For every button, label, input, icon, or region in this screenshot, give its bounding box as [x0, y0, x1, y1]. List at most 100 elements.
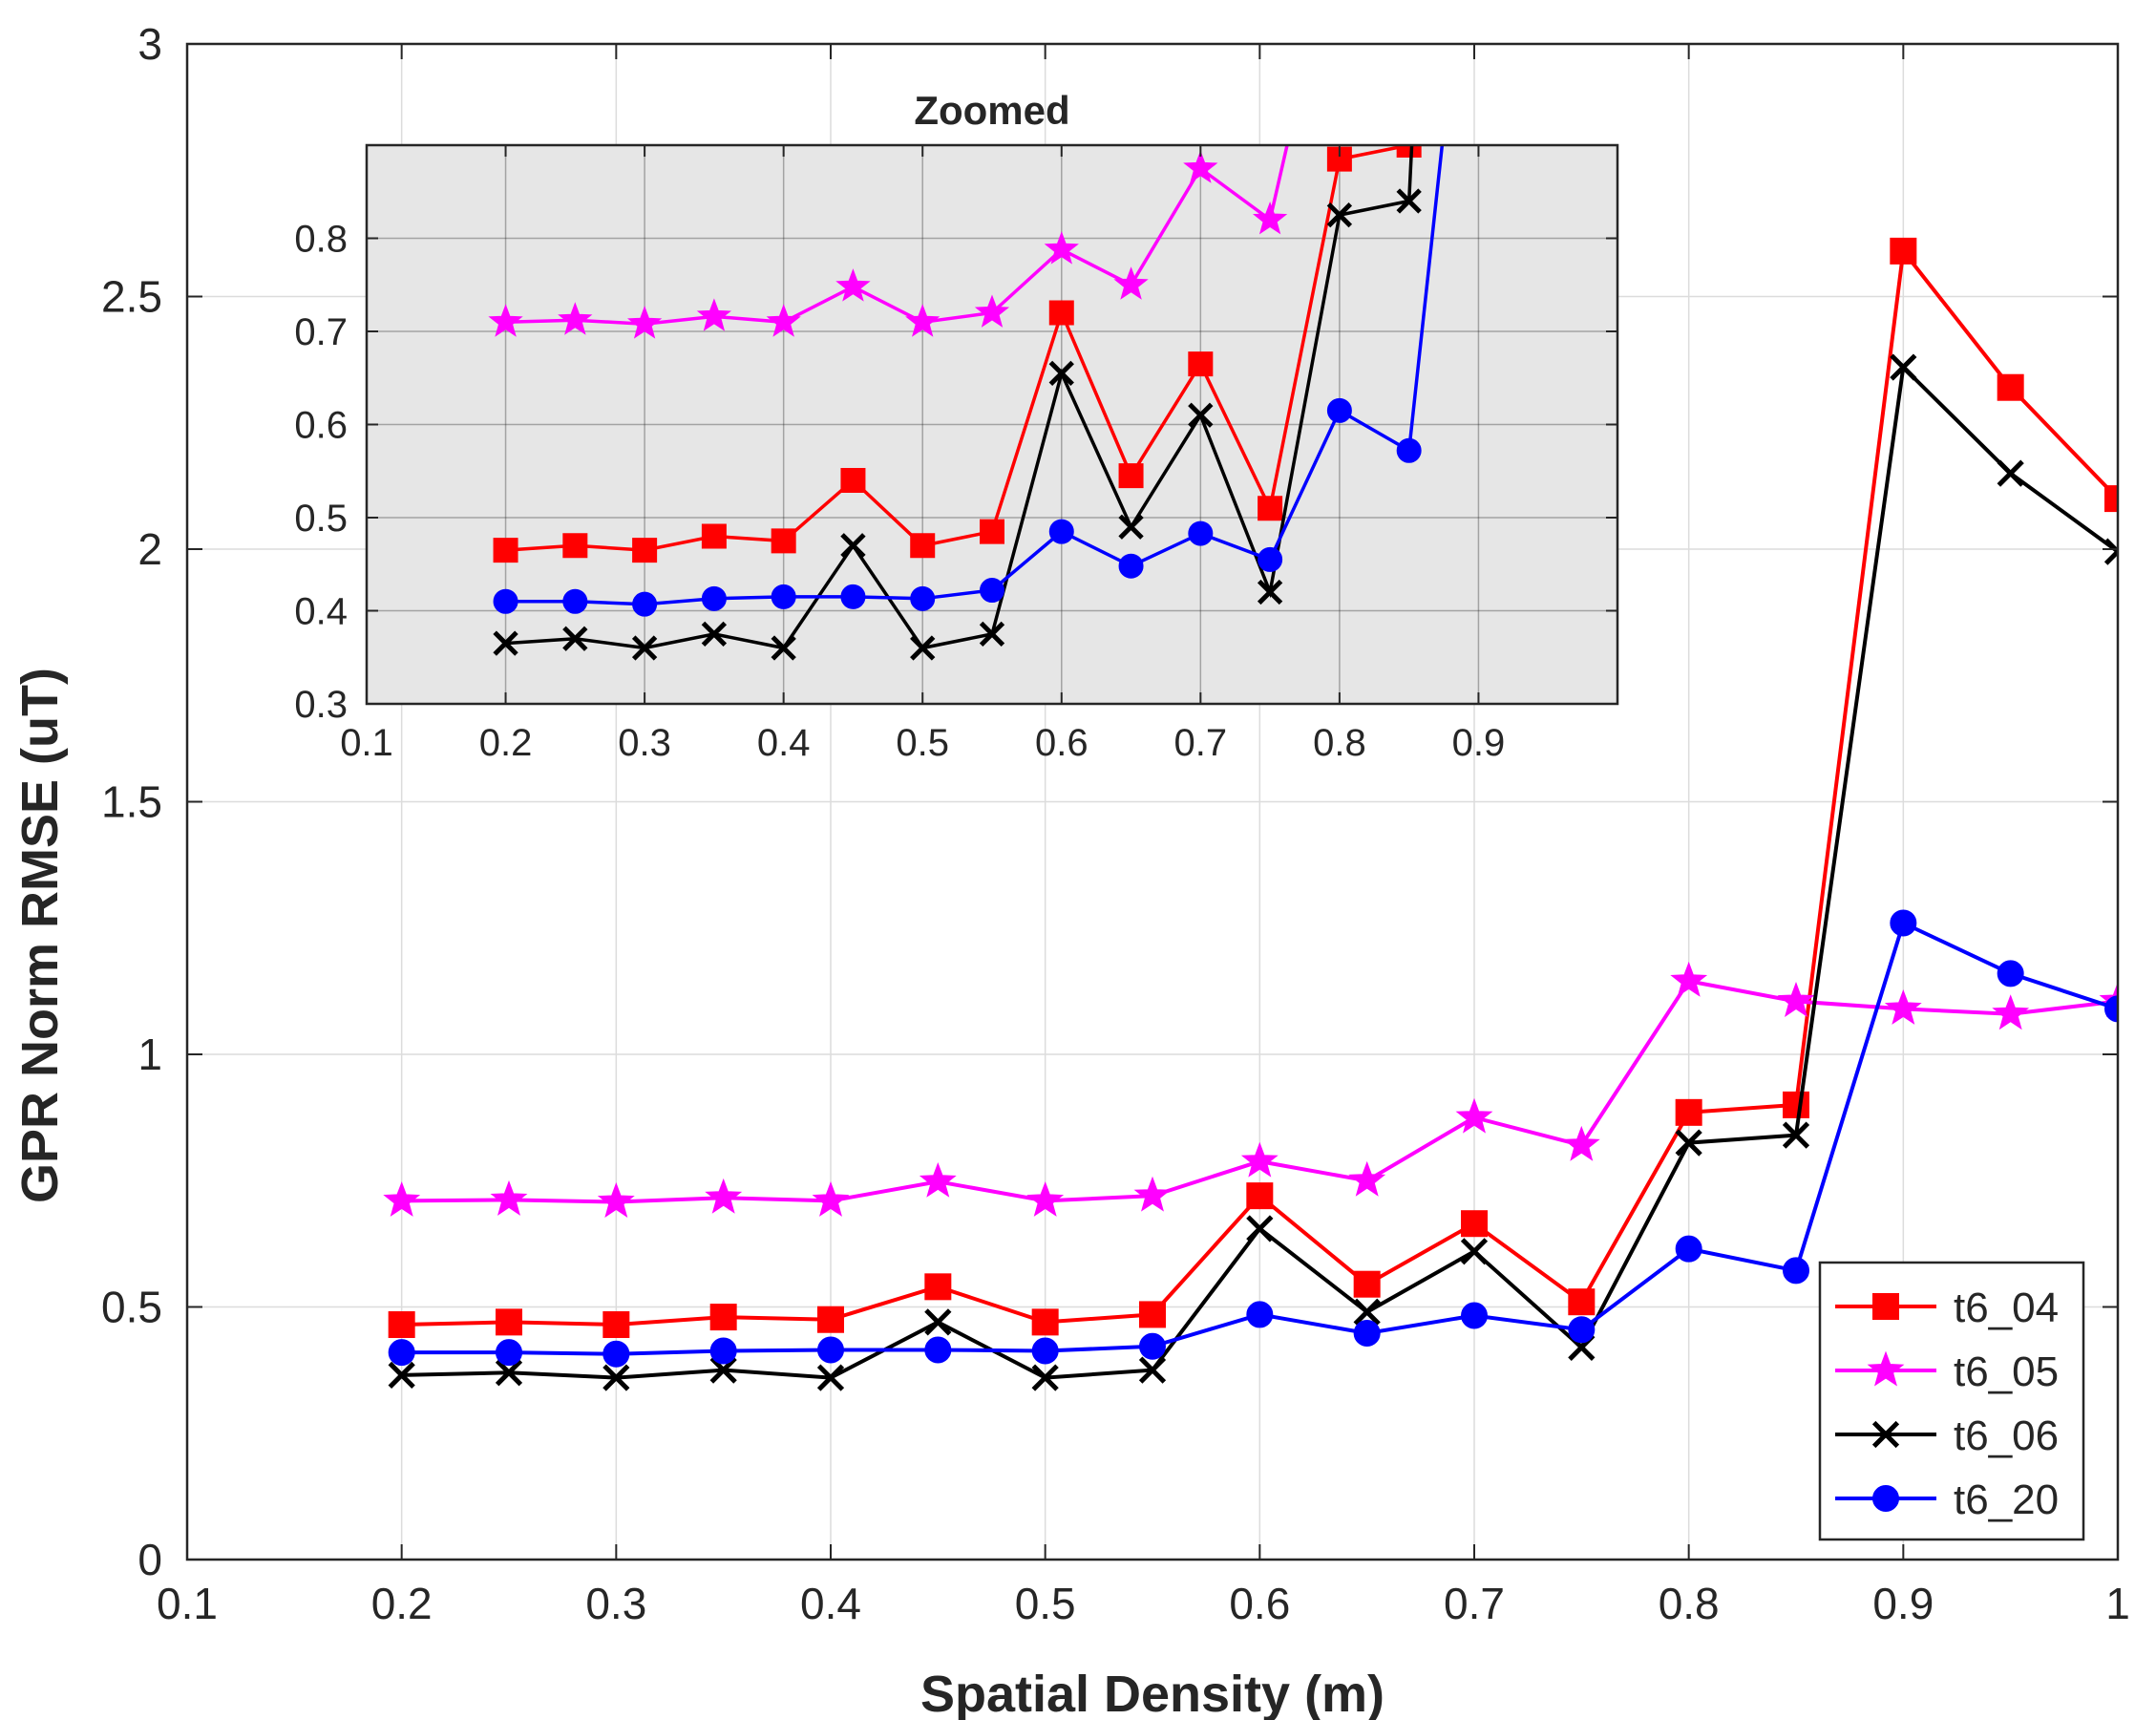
- main-x-tick-label: 0.1: [157, 1579, 218, 1628]
- main-point-t6_04: [924, 1273, 952, 1301]
- main-point-t6_20: [602, 1340, 630, 1368]
- main-point-t6_06: [709, 1356, 737, 1384]
- main-y-tick-label: 2.5: [101, 272, 162, 322]
- inset-point-t6_04: [1188, 351, 1214, 377]
- main-x-tick-label: 0.4: [800, 1579, 861, 1628]
- legend-label-t6_05: t6_05: [1954, 1348, 2059, 1395]
- inset-point-t6_06: [840, 533, 866, 559]
- main-point-t6_05: [490, 1179, 528, 1216]
- main-point-t6_05: [705, 1178, 743, 1214]
- main-point-t6_05: [597, 1182, 635, 1219]
- inset-point-t6_04: [1258, 496, 1283, 521]
- main-point-t6_06: [1890, 353, 1917, 381]
- main-point-t6_05: [1133, 1176, 1172, 1212]
- main-point-t6_20: [496, 1339, 522, 1367]
- inset-point-t6_06: [1188, 402, 1214, 428]
- main-point-t6_20: [709, 1337, 737, 1365]
- main-point-t6_05: [1240, 1141, 1279, 1178]
- main-y-tick-label: 0: [137, 1535, 162, 1584]
- main-point-t6_20: [1783, 1257, 1809, 1285]
- main-point-t6_05: [1348, 1160, 1386, 1197]
- legend-entry-t6_05: t6_05: [1835, 1348, 2059, 1395]
- main-point-t6_05: [383, 1181, 421, 1217]
- y-axis-label: GPR Norm RMSE (uT): [11, 668, 69, 1203]
- inset-x-tick-label: 0.7: [1174, 722, 1228, 764]
- legend-label-t6_20: t6_20: [1954, 1476, 2059, 1523]
- inset-y-tick-label: 0.6: [294, 405, 348, 447]
- inset-point-t6_05: [626, 306, 663, 339]
- main-point-t6_20: [1675, 1235, 1702, 1263]
- main-point-t6_20: [1568, 1316, 1596, 1344]
- inset-point-t6_04: [910, 533, 936, 559]
- inset-point-t6_20: [840, 584, 866, 609]
- inset-point-t6_05: [1252, 201, 1288, 235]
- main-point-t6_05: [1992, 994, 2030, 1030]
- inset-point-t6_05: [696, 298, 732, 331]
- inset-y-tick-label: 0.7: [294, 311, 348, 353]
- main-point-t6_20: [1890, 909, 1917, 937]
- inset-point-t6_04: [632, 538, 658, 563]
- main-point-t6_06: [924, 1308, 952, 1336]
- inset-point-t6_04: [1118, 463, 1144, 489]
- main-point-t6_04: [1246, 1182, 1274, 1210]
- inset-point-t6_20: [1048, 519, 1074, 544]
- legend-marker-t6_04: [1872, 1293, 1899, 1320]
- inset-point-t6_06: [1326, 202, 1353, 228]
- inset-x-tick-label: 0.3: [618, 722, 671, 764]
- inset-point-t6_06: [701, 621, 728, 648]
- inset-point-t6_06: [910, 635, 936, 661]
- main-point-t6_06: [602, 1364, 630, 1391]
- main-x-tick-label: 0.5: [1015, 1579, 1076, 1628]
- legend-label-t6_06: t6_06: [1954, 1412, 2059, 1459]
- main-point-t6_06: [1460, 1238, 1489, 1265]
- main-point-t6_04: [1890, 237, 1917, 265]
- inset-point-t6_05: [974, 294, 1010, 328]
- main-point-t6_05: [1026, 1181, 1065, 1217]
- main-point-t6_04: [2104, 485, 2118, 513]
- main-x-tick-label: 0.2: [371, 1579, 433, 1628]
- main-point-t6_05: [812, 1181, 850, 1217]
- legend: t6_04 t6_05 t6_06 t6_20: [1818, 1261, 2085, 1541]
- inset-x-tick-label: 0.1: [340, 722, 393, 764]
- main-point-t6_20: [817, 1336, 844, 1364]
- legend-marker-t6_06: [1871, 1420, 1900, 1449]
- main-point-t6_05: [1455, 1097, 1493, 1134]
- inset-point-t6_20: [771, 584, 796, 609]
- inset-point-t6_06: [631, 635, 658, 661]
- inset-point-t6_06: [493, 630, 518, 656]
- inset-point-t6_20: [1396, 437, 1422, 463]
- main-point-t6_04: [1568, 1288, 1596, 1316]
- inset-point-t6_05: [905, 304, 941, 337]
- inset-point-t6_04: [701, 523, 727, 549]
- inset-y-tick-label: 0.8: [294, 219, 348, 261]
- main-point-t6_04: [388, 1311, 415, 1339]
- main-point-t6_05: [1562, 1125, 1600, 1161]
- inset-point-t6_06: [979, 621, 1005, 648]
- main-point-t6_04: [1139, 1301, 1166, 1328]
- inset-point-t6_04: [771, 528, 796, 554]
- inset-point-t6_05: [766, 304, 801, 337]
- main-point-t6_20: [388, 1339, 415, 1367]
- inset-point-t6_04: [1048, 300, 1074, 326]
- main-x-tick-label: 0.7: [1444, 1579, 1505, 1628]
- inset-point-t6_05: [1183, 150, 1218, 183]
- main-frame: [185, 42, 2120, 1561]
- main-point-t6_04: [1461, 1210, 1488, 1238]
- main-point-t6_20: [1353, 1320, 1381, 1348]
- inset-x-tick-label: 0.4: [757, 722, 811, 764]
- main-x-tick-label: 0.8: [1659, 1579, 1720, 1628]
- main-point-t6_06: [1782, 1121, 1810, 1149]
- inset-point-t6_05: [835, 268, 871, 302]
- inset-point-t6_20: [493, 588, 518, 614]
- inset-y-tick-label: 0.3: [294, 684, 348, 726]
- main-point-t6_05: [1670, 961, 1708, 997]
- main-point-t6_04: [709, 1304, 737, 1331]
- main-point-t6_04: [1353, 1270, 1381, 1298]
- inset-point-t6_04: [562, 533, 588, 559]
- main-point-t6_20: [1997, 960, 2024, 987]
- main-x-tick-label: 0.3: [585, 1579, 646, 1628]
- main-y-tick-label: 1: [137, 1030, 162, 1079]
- inset-y-tick-label: 0.5: [294, 498, 348, 540]
- main-point-t6_04: [496, 1308, 522, 1336]
